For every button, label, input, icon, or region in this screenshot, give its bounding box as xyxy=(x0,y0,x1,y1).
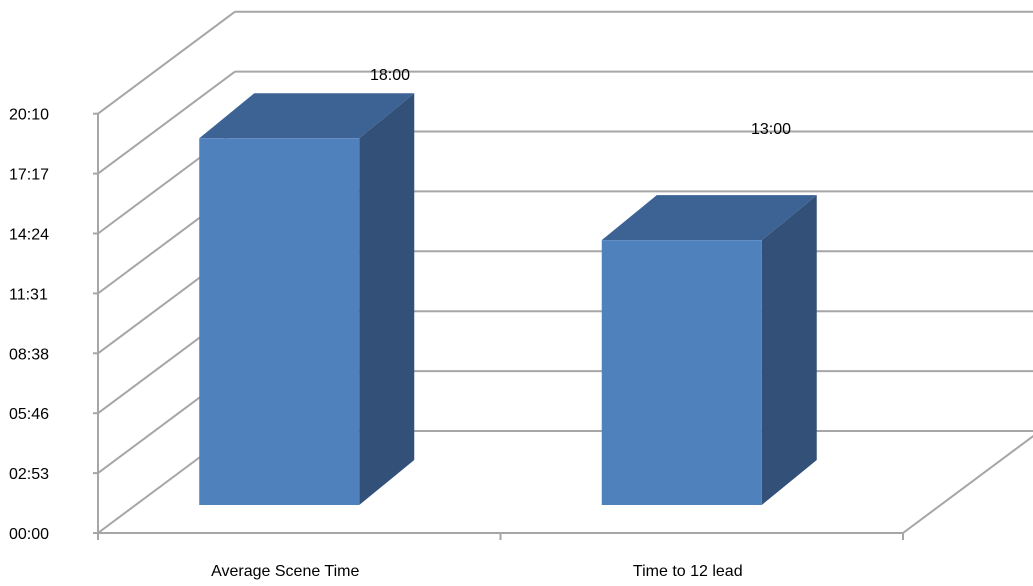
axes xyxy=(93,112,904,540)
bars xyxy=(199,93,817,506)
y-tick-label: 00:00 xyxy=(9,526,49,543)
labels: 00:00 02:53 05:46 08:38 11:31 14:24 17:17 20:10… xyxy=(9,67,791,580)
bar-side xyxy=(761,195,817,506)
data-label: 18:00 xyxy=(370,67,410,84)
y-tick-label: 02:53 xyxy=(9,466,49,483)
bar-side xyxy=(359,93,415,505)
y-tick-label: 08:38 xyxy=(9,346,49,363)
y-tick-label: 20:10 xyxy=(9,107,49,124)
floor-edge xyxy=(902,434,1033,534)
bar-front xyxy=(601,240,762,506)
y-tick-label: 11:31 xyxy=(9,286,48,303)
category-label: Time to 12 lead xyxy=(633,563,743,580)
data-label: 13:00 xyxy=(751,121,791,138)
wall-gridline xyxy=(97,10,236,115)
y-tick-label: 17:17 xyxy=(9,167,49,184)
bar-top xyxy=(601,195,817,241)
y-tick-label: 05:46 xyxy=(9,406,49,423)
wall-gridline xyxy=(97,70,236,175)
y-tick-label: 14:24 xyxy=(9,227,49,244)
bar-top xyxy=(199,93,415,139)
category-label: Average Scene Time xyxy=(211,563,359,580)
bar-front xyxy=(199,138,360,505)
